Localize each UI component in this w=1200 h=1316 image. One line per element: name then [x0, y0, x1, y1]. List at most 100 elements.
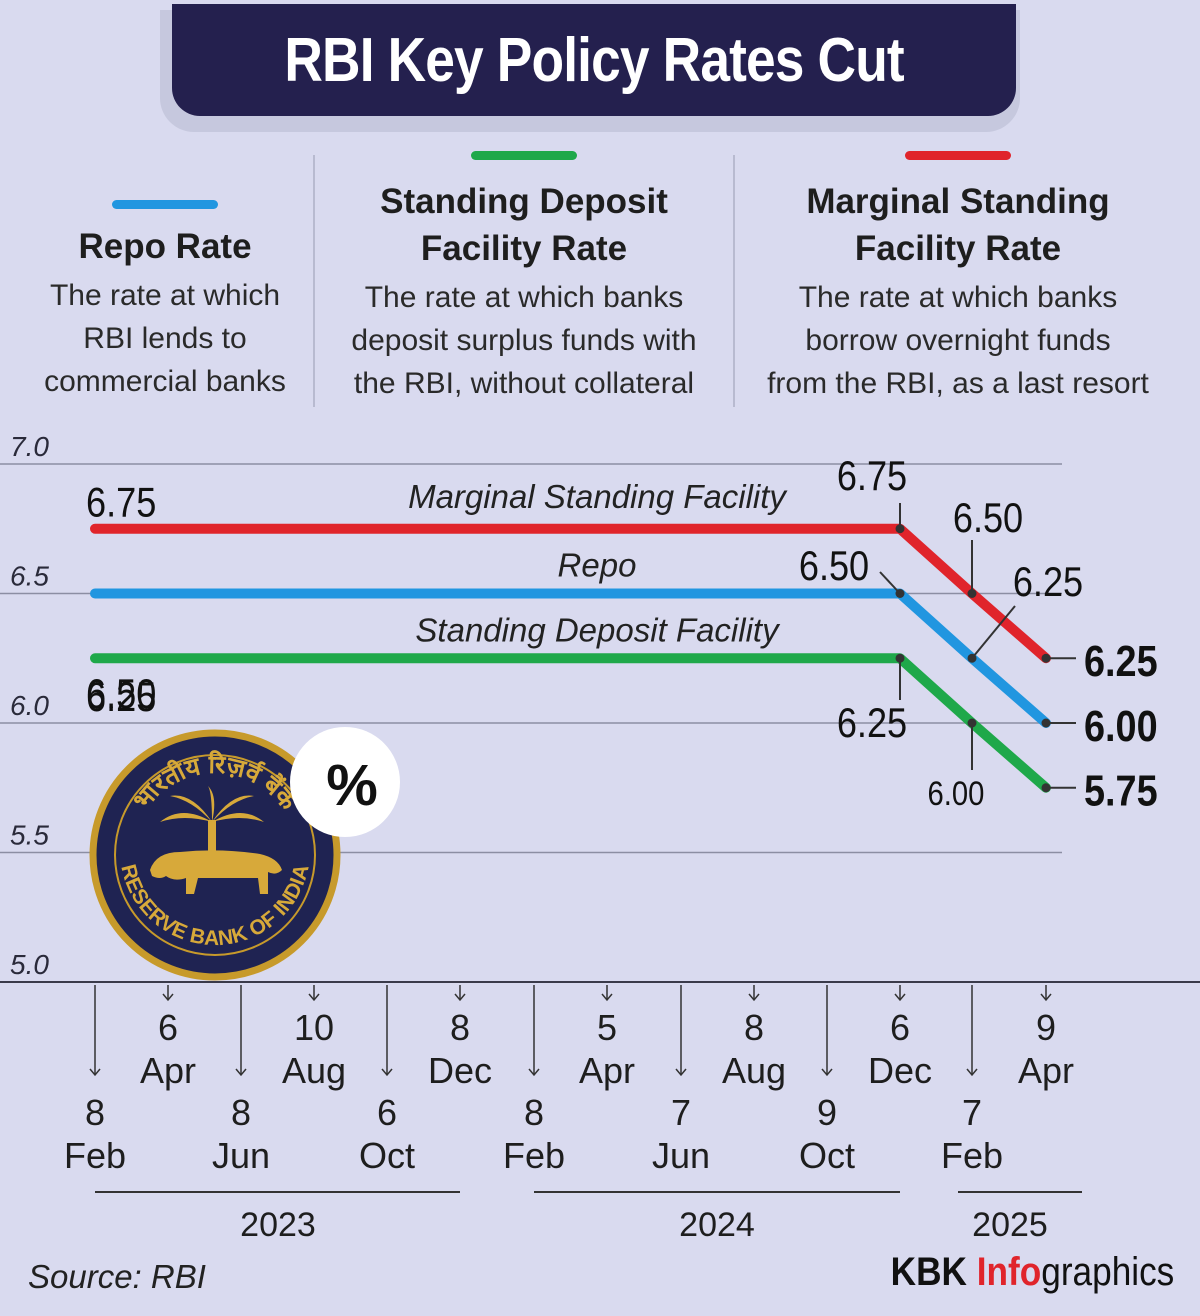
percent-badge: % [326, 753, 378, 818]
date-month-label: Feb [941, 1135, 1003, 1176]
date-month-label: Jun [212, 1135, 270, 1176]
legend-msf-heading-1: Marginal Standing [806, 182, 1110, 221]
year-label: 2025 [972, 1206, 1048, 1244]
legend-msf-swatch [905, 151, 1011, 160]
year-label: 2023 [240, 1206, 316, 1244]
legend-msf-desc-3: from the RBI, as a last resort [767, 367, 1149, 400]
y-axis-ticks: 7.0 6.5 6.0 5.5 5.0 [10, 431, 49, 980]
date-tick-arrow [1040, 993, 1052, 1002]
legend-repo-heading: Repo Rate [78, 227, 252, 266]
date-day-label: 6 [158, 1007, 178, 1048]
date-month-label: Aug [282, 1050, 346, 1091]
legend-divider [733, 155, 735, 407]
date-month-label: Oct [359, 1135, 415, 1176]
dec-value-label: 6.75 [837, 454, 907, 500]
legend-sdf-desc-1: The rate at which banks [364, 281, 684, 314]
end-value-label: 5.75 [1084, 766, 1158, 815]
start-value-label: 6.50 [86, 672, 156, 718]
date-tick-arrow [454, 993, 466, 1002]
source-note: Source: RBI [28, 1258, 206, 1295]
date-tick-arrow [235, 1068, 247, 1077]
y-tick-label: 6.0 [10, 690, 49, 721]
date-tick-arrow [89, 1068, 101, 1077]
legend-repo-swatch [112, 200, 218, 209]
y-tick-label: 6.5 [10, 561, 49, 592]
legend-repo-desc-3: commercial banks [44, 365, 286, 398]
date-day-label: 9 [817, 1092, 837, 1133]
dec-value-label: 6.50 [799, 544, 869, 590]
legend-sdf: Standing Deposit Facility Rate The rate … [318, 140, 730, 405]
date-day-label: 7 [671, 1092, 691, 1133]
date-month-label: Apr [579, 1050, 635, 1091]
date-tick-arrow [528, 1068, 540, 1077]
y-tick-label: 7.0 [10, 431, 49, 462]
date-month-label: Dec [868, 1050, 932, 1091]
legend-msf-heading-2: Facility Rate [854, 229, 1062, 268]
labels-layer: Marginal Standing Facility Repo Standing D… [86, 454, 1158, 816]
date-month-label: Oct [799, 1135, 855, 1176]
date-tick-arrow [821, 1068, 833, 1077]
x-axis: 8Feb6Apr8Jun10Aug6Oct8Dec8Feb5Apr7Jun8Au… [64, 985, 1082, 1244]
date-day-label: 8 [524, 1092, 544, 1133]
legend-sdf-swatch [471, 151, 577, 160]
series-line [90, 523, 1051, 664]
date-day-label: 6 [890, 1007, 910, 1048]
legend-msf-desc-1: The rate at which banks [798, 281, 1118, 314]
legend-sdf-desc-3: the RBI, without collateral [353, 367, 695, 400]
date-day-label: 7 [962, 1092, 982, 1133]
data-point [1041, 653, 1051, 663]
date-month-label: Aug [722, 1050, 786, 1091]
date-day-label: 10 [294, 1007, 334, 1048]
date-day-label: 8 [744, 1007, 764, 1048]
legend-sdf-desc-2: deposit surplus funds with [351, 324, 697, 357]
legend-repo: Repo Rate The rate at which RBI lends to… [20, 140, 310, 403]
legend-msf-desc-2: borrow overnight funds [805, 324, 1111, 357]
legend-repo-desc-2: RBI lends to [83, 322, 247, 355]
date-day-label: 9 [1036, 1007, 1056, 1048]
date-tick-arrow [162, 993, 174, 1002]
brand-logo: KBK Infographics [890, 1250, 1174, 1295]
legend-repo-desc-1: The rate at which [49, 279, 281, 312]
date-month-label: Jun [652, 1135, 710, 1176]
series-name-label: Marginal Standing Facility [408, 478, 788, 515]
start-value-label: 6.25 [86, 675, 156, 721]
leader-line [971, 605, 1016, 659]
leader-line [879, 571, 901, 595]
end-value-label: 6.00 [1084, 701, 1158, 750]
legend-divider [313, 155, 315, 407]
y-tick-label: 5.0 [10, 949, 49, 980]
date-tick-arrow [748, 993, 760, 1002]
brand-rest: graphics [1040, 1250, 1174, 1294]
rbi-emblem: भारतीय रिज़र्व बैंक RESERVE BANK OF INDI… [89, 727, 400, 981]
legend-sdf-heading-1: Standing Deposit [380, 182, 668, 221]
date-tick-arrow [675, 1068, 687, 1077]
start-value-label: 6.75 [86, 480, 156, 526]
feb-value-label: 6.00 [928, 774, 985, 813]
legend-sdf-heading-2: Facility Rate [420, 229, 628, 268]
series-line [90, 653, 1051, 793]
y-tick-label: 5.5 [10, 820, 49, 851]
date-tick-arrow [308, 993, 320, 1002]
title-banner: RBI Key Policy Rates Cut [172, 4, 1016, 116]
date-month-label: Dec [428, 1050, 492, 1091]
data-point [1041, 783, 1051, 793]
feb-value-label: 6.25 [1013, 560, 1083, 606]
date-month-label: Feb [64, 1135, 126, 1176]
end-value-label: 6.25 [1084, 637, 1158, 686]
series-name-label: Standing Deposit Facility [415, 611, 781, 648]
date-month-label: Apr [1018, 1050, 1074, 1091]
feb-value-label: 6.50 [953, 496, 1023, 542]
date-tick-arrow [381, 1068, 393, 1077]
date-day-label: 6 [377, 1092, 397, 1133]
date-tick-arrow [894, 993, 906, 1002]
date-day-label: 8 [231, 1092, 251, 1133]
series-line [90, 588, 1051, 728]
date-day-label: 5 [597, 1007, 617, 1048]
date-day-label: 8 [85, 1092, 105, 1133]
brand-info: Info [976, 1250, 1041, 1294]
data-point [1041, 718, 1051, 728]
dec-value-label: 6.25 [837, 701, 907, 747]
date-month-label: Feb [503, 1135, 565, 1176]
series-name-label: Repo [558, 547, 637, 584]
